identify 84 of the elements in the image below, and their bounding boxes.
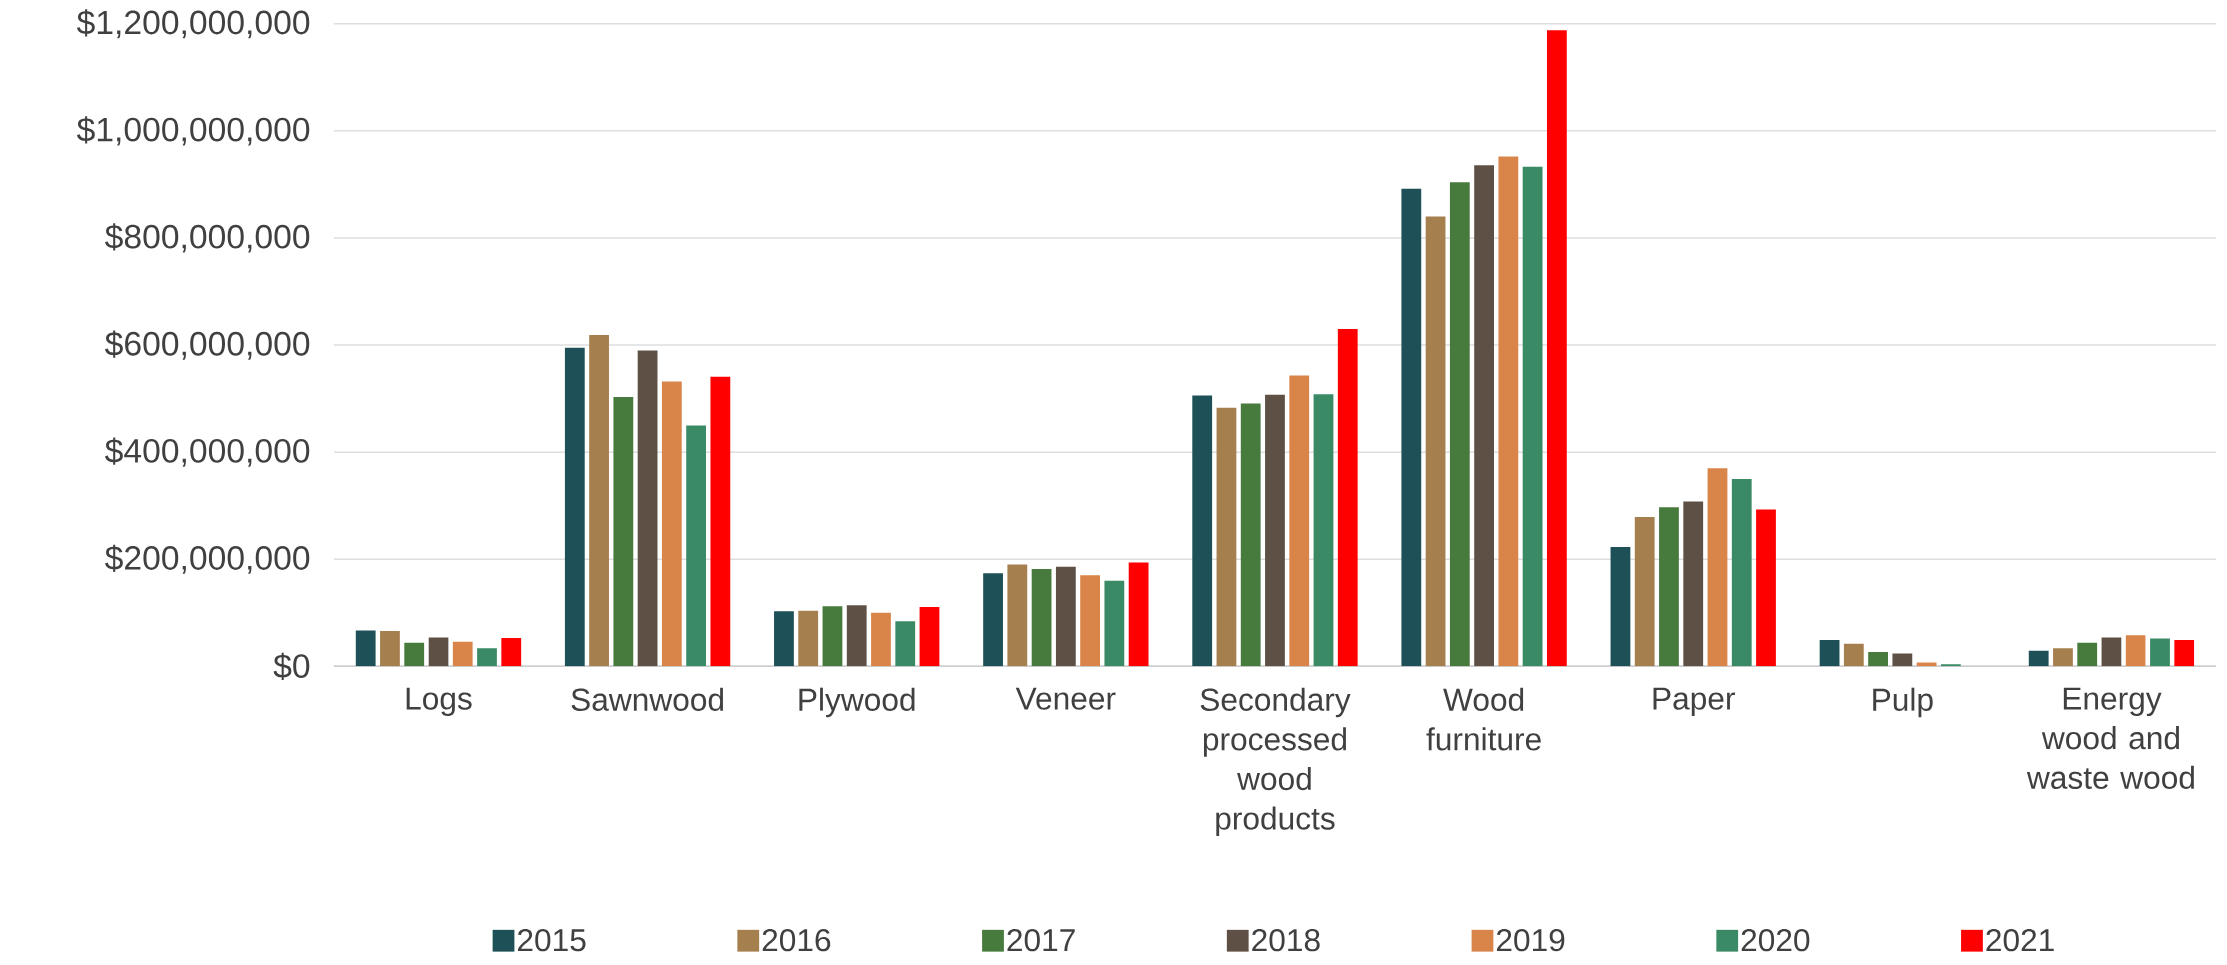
bar	[661, 381, 682, 667]
bar	[1104, 580, 1125, 667]
legend-label: 2020	[1741, 928, 1810, 952]
x-tick-label: Veneer	[1015, 687, 1116, 710]
bar	[2028, 650, 2049, 667]
legend-label: 2019	[1496, 928, 1565, 952]
bar	[1522, 166, 1543, 667]
bar	[686, 425, 707, 667]
y-tick-label: $200,000,000	[105, 544, 310, 574]
bar	[822, 606, 843, 667]
y-tick-label: $1,000,000,000	[76, 116, 310, 146]
bar	[1337, 328, 1358, 667]
y-tick-label: $1,200,000,000	[76, 8, 310, 39]
bar	[1128, 562, 1149, 667]
bar	[404, 642, 425, 667]
bar	[564, 347, 585, 667]
bar	[477, 647, 497, 667]
bar	[983, 573, 1003, 667]
bar	[452, 641, 473, 667]
bar	[1756, 509, 1776, 667]
bar	[1843, 643, 1864, 667]
bar	[1474, 164, 1494, 667]
x-tick-label: Wood furniture	[1426, 687, 1541, 751]
bar	[1634, 516, 1655, 667]
bar	[2150, 638, 2170, 667]
bar	[798, 610, 819, 667]
bar	[1498, 156, 1519, 667]
bar	[428, 637, 449, 667]
bar	[1401, 188, 1422, 667]
bar	[1683, 501, 1704, 667]
y-tick-label: $800,000,000	[105, 223, 310, 253]
bar	[1031, 568, 1052, 667]
bar	[1868, 651, 1888, 667]
bar	[1240, 403, 1261, 667]
bar	[710, 376, 731, 667]
bar	[1940, 664, 1961, 667]
bar	[380, 630, 400, 667]
bar	[1313, 394, 1334, 667]
x-tick-label: Logs	[406, 687, 472, 716]
x-tick-label: Pulp	[1873, 687, 1933, 718]
legend-label: 2021	[1986, 928, 2054, 952]
x-tick-label: Paper	[1653, 687, 1735, 716]
bar	[2077, 642, 2098, 667]
bar	[1707, 468, 1728, 667]
bar	[871, 612, 891, 667]
bar	[774, 611, 794, 667]
bar	[1819, 639, 1840, 667]
bar	[1055, 566, 1076, 667]
x-tick-label: Energy wood and waste wood	[2026, 687, 2194, 789]
bar	[2053, 647, 2073, 667]
y-tick-label: $0	[273, 652, 310, 680]
bar	[589, 334, 609, 667]
bar	[1731, 478, 1752, 667]
bar	[1192, 395, 1213, 667]
bar	[919, 606, 940, 667]
y-tick-label: $600,000,000	[105, 330, 310, 360]
bar	[1289, 375, 1310, 667]
bar	[1425, 216, 1446, 667]
bar	[1892, 653, 1913, 667]
bar	[2174, 639, 2195, 667]
legend-label: 2016	[762, 928, 831, 952]
bar	[895, 621, 916, 667]
bar	[1610, 546, 1631, 667]
bar	[1080, 575, 1100, 667]
x-tick-label: Secondary processed wood products	[1200, 687, 1351, 836]
bar	[637, 350, 658, 667]
x-tick-label: Sawnwood	[571, 687, 724, 711]
bar	[355, 630, 376, 667]
legend-label: 2015	[517, 928, 586, 952]
x-tick-label: Plywood	[799, 687, 915, 718]
bar	[1265, 394, 1285, 667]
bar	[613, 396, 634, 667]
bar	[1007, 564, 1028, 667]
bar	[1216, 407, 1237, 667]
bar	[1546, 30, 1567, 667]
legend-label: 2017	[1007, 928, 1075, 952]
bar	[1449, 182, 1470, 667]
bar	[2125, 635, 2146, 667]
bar	[846, 605, 867, 667]
y-tick-label: $400,000,000	[105, 437, 310, 467]
bar	[501, 637, 522, 667]
bar	[1659, 507, 1679, 667]
bar	[2101, 637, 2122, 667]
legend-label: 2018	[1252, 928, 1320, 952]
